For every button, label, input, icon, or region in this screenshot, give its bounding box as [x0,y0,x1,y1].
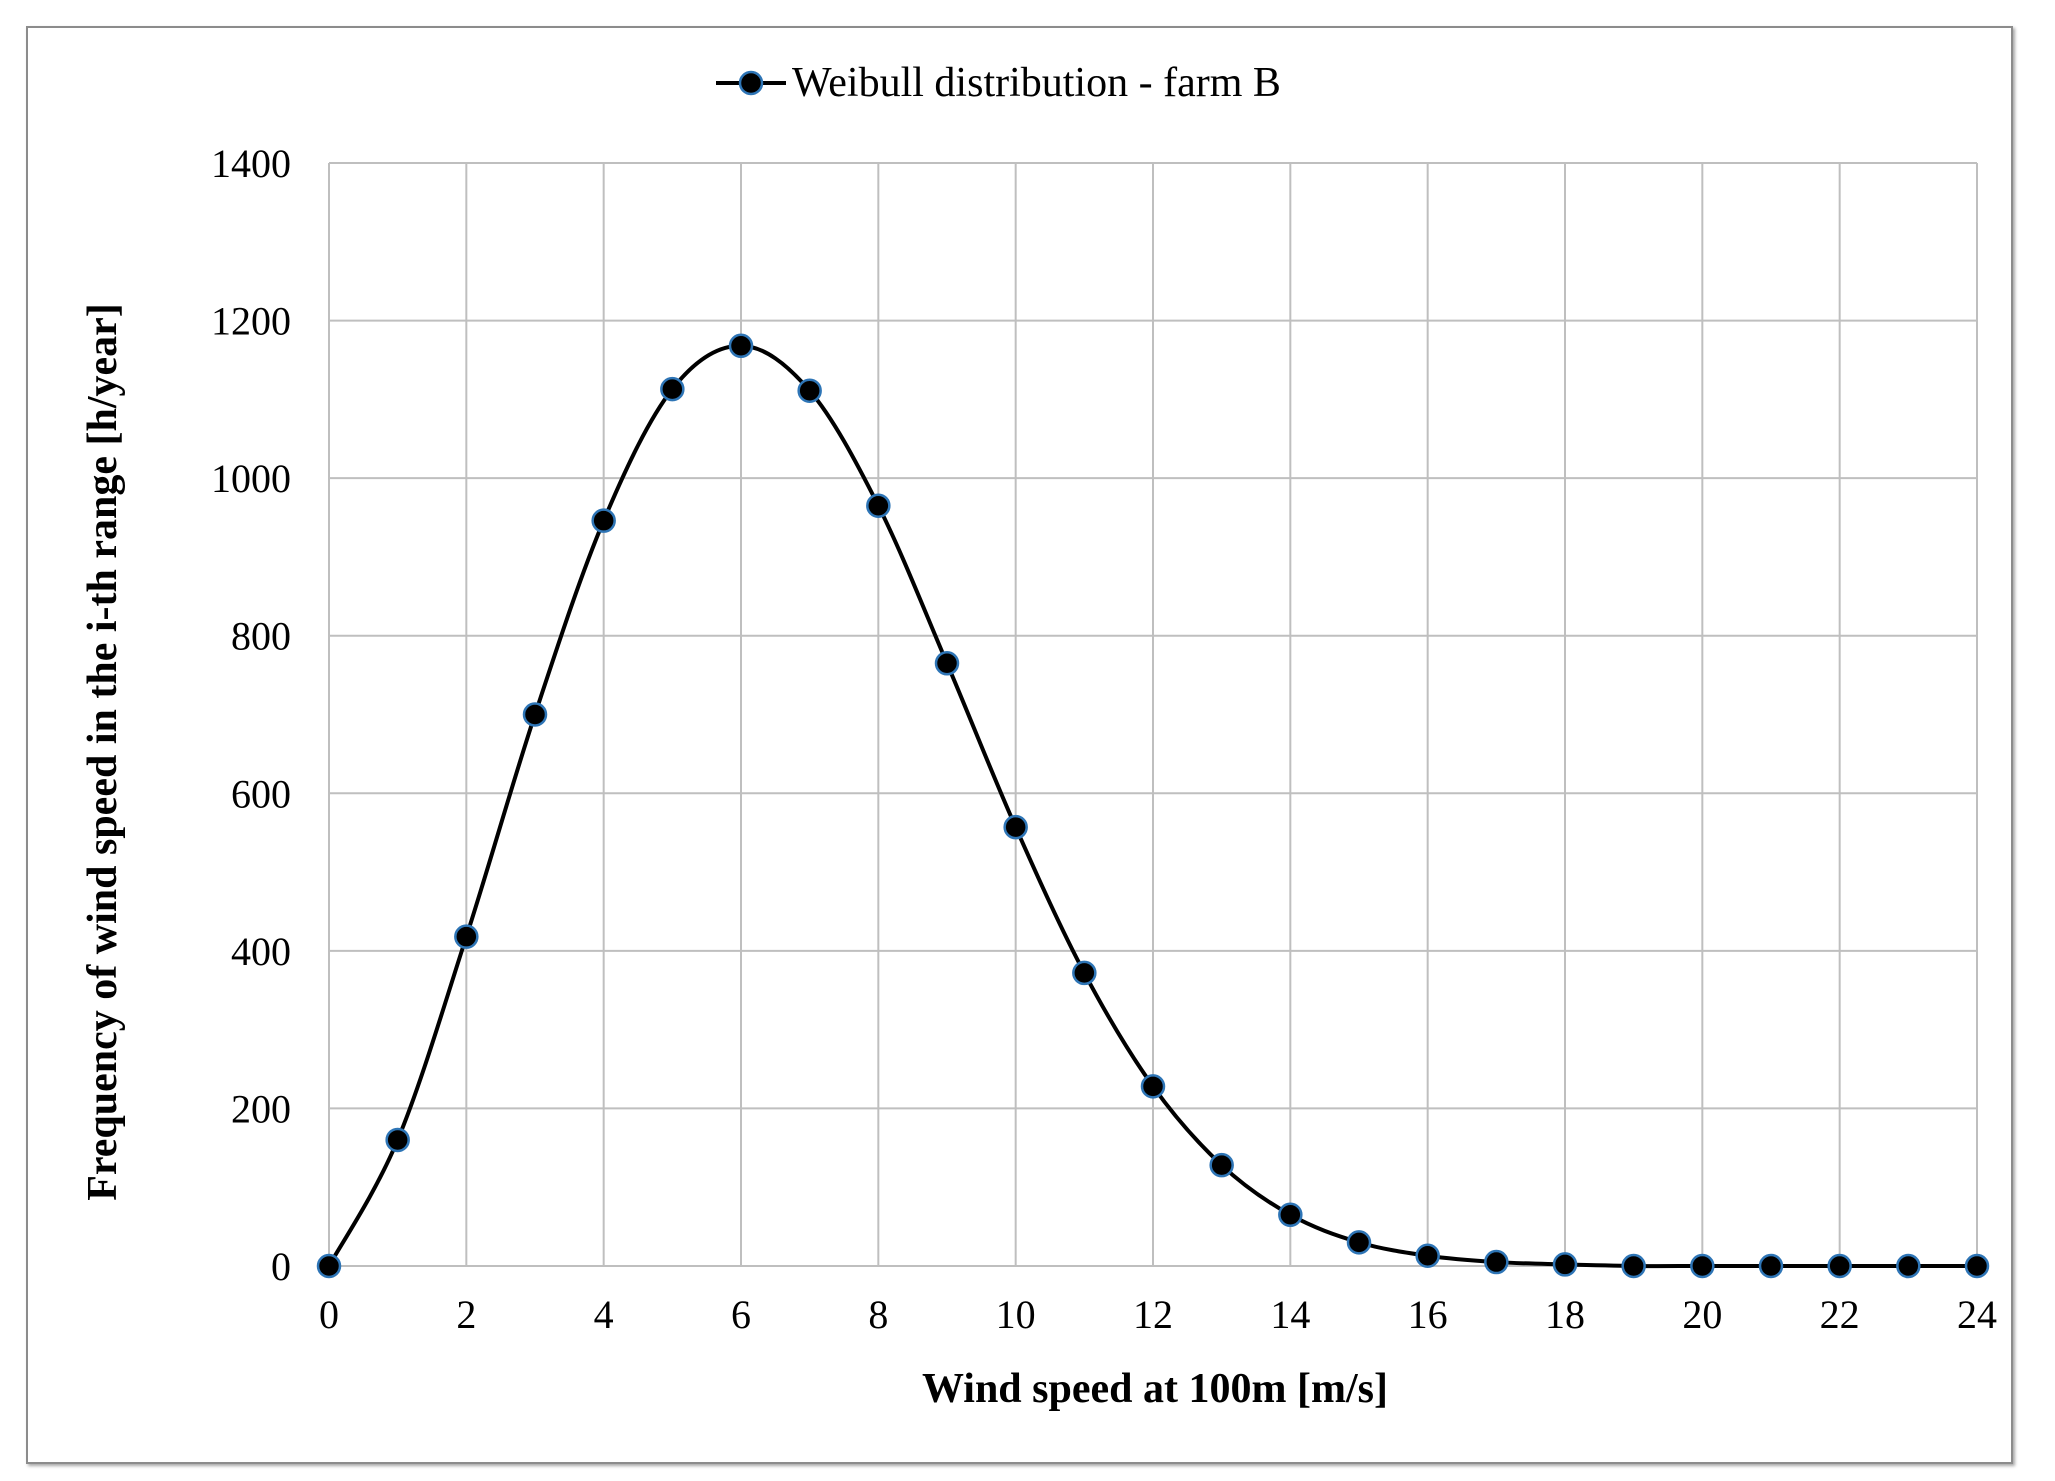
data-point [1552,1252,1578,1277]
data-point [1346,1230,1372,1255]
x-tick-label: 16 [1408,1292,1448,1337]
data-point [1072,960,1097,986]
y-axis-tick-labels: 0 200 400 600 800 1000 1200 1400 [211,141,291,1289]
y-tick-label: 1200 [211,299,291,344]
data-point [522,702,548,727]
legend-label: Weibull distribution - farm B [792,60,1281,106]
x-tick-label: 4 [594,1292,614,1337]
data-point [728,333,754,359]
data-point [1484,1249,1509,1275]
data-point [1896,1253,1921,1279]
y-tick-label: 400 [231,929,291,974]
data-point [1003,814,1028,840]
y-tick-label: 1400 [211,141,291,186]
y-tick-label: 800 [231,614,291,659]
y-axis-title: Frequency of wind speed in the i-th rang… [80,303,126,1201]
chart-frame [26,26,2013,1464]
x-tick-label: 6 [731,1292,751,1337]
x-tick-label: 18 [1545,1292,1585,1337]
grid-lines [328,162,1978,1267]
data-point [454,924,479,949]
data-point [1209,1152,1234,1178]
data-point [1140,1074,1166,1099]
x-tick-label: 10 [996,1292,1036,1337]
y-tick-label: 0 [271,1244,291,1289]
x-tick-label: 8 [868,1292,888,1337]
data-point [1690,1253,1715,1279]
series-markers [316,333,1990,1279]
data-point [934,651,960,676]
x-tick-label: 24 [1957,1292,1997,1337]
data-point [385,1127,410,1153]
x-tick-label: 2 [456,1292,476,1337]
data-point [797,378,822,403]
data-point [866,493,891,518]
y-tick-label: 1000 [211,456,291,501]
x-axis-title: Wind speed at 100m [m/s] [922,1366,1388,1412]
x-tick-label: 0 [319,1292,339,1337]
x-tick-label: 12 [1133,1292,1173,1337]
data-point [591,508,616,533]
data-point [1827,1253,1852,1279]
x-tick-label: 14 [1270,1292,1310,1337]
y-tick-label: 600 [231,771,291,816]
data-point [1758,1253,1784,1279]
data-point [1278,1202,1303,1228]
y-tick-label: 200 [231,1086,291,1131]
x-tick-label: 22 [1820,1292,1860,1337]
x-axis-tick-labels: 0 2 4 6 8 10 12 14 16 18 20 22 24 [319,1292,1997,1337]
data-point [1415,1243,1440,1269]
legend: Weibull distribution - farm B [716,60,1281,106]
data-point [660,376,685,402]
x-tick-label: 20 [1682,1292,1722,1337]
data-point [1621,1253,1646,1279]
data-point [316,1253,342,1279]
legend-marker-sample [738,70,764,96]
data-point [1964,1253,1990,1279]
